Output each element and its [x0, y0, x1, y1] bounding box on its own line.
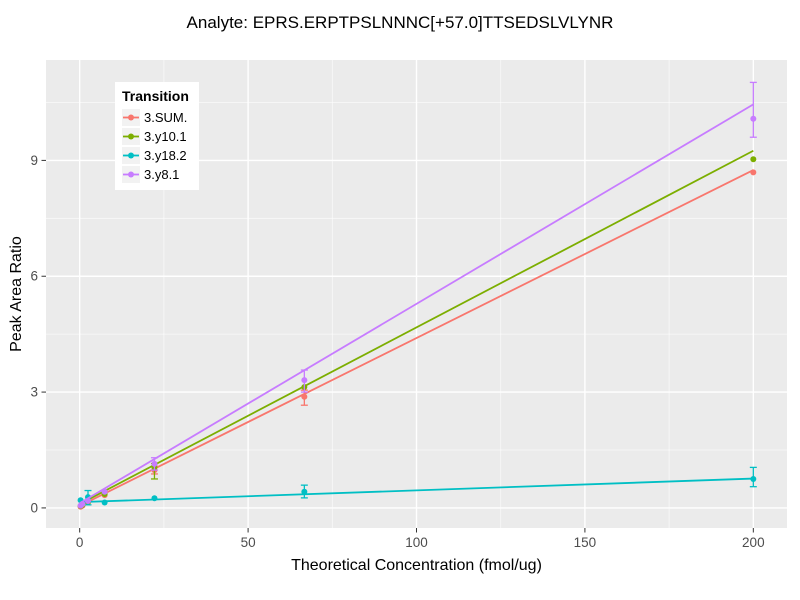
- data-point: [301, 377, 308, 384]
- fit-line: [79, 149, 754, 505]
- y-axis-label: Peak Area Ratio: [8, 236, 25, 352]
- data-point: [750, 169, 757, 176]
- legend-item-3-y8-1: 3.y8.1: [122, 165, 189, 183]
- data-point: [151, 460, 158, 467]
- x-tick-label: 100: [405, 535, 428, 550]
- y-tick-label: 0: [30, 500, 38, 515]
- series-3-y8-1: [77, 81, 757, 509]
- data-point: [151, 495, 158, 502]
- chart-title: Analyte: EPRS.ERPTPSLNNNC[+57.0]TTSEDSLV…: [186, 13, 614, 32]
- fit-line: [79, 103, 754, 505]
- x-axis-label: Theoretical Concentration (fmol/ug): [291, 557, 542, 574]
- data-point: [101, 499, 108, 506]
- x-tick-label: 150: [574, 535, 597, 550]
- legend-key-icon: [122, 127, 140, 145]
- y-tick-label: 3: [30, 385, 38, 400]
- data-point: [750, 115, 757, 122]
- x-tick-label: 50: [241, 535, 256, 550]
- data-point: [79, 501, 86, 508]
- legend-item-3-y10-1: 3.y10.1: [122, 127, 189, 145]
- data-point: [101, 488, 108, 495]
- legend-items: 3.SUM. 3.y10.1 3.y18.2 3.y8.1: [122, 108, 189, 183]
- y-tick-label: 6: [30, 269, 38, 284]
- legend-item-label: 3.y18.2: [144, 147, 187, 163]
- legend-item-label: 3.y8.1: [144, 166, 180, 182]
- legend-item-3-y18-2: 3.y18.2: [122, 146, 189, 164]
- legend-item-3-sum: 3.SUM.: [122, 108, 189, 126]
- data-point: [301, 393, 308, 400]
- legend-key-icon: [122, 108, 140, 126]
- x-tick-label: 0: [76, 535, 84, 550]
- data-point: [301, 488, 308, 495]
- fit-line: [79, 477, 754, 504]
- x-tick-label: 200: [742, 535, 765, 550]
- fit-line: [79, 169, 754, 507]
- legend-key-icon: [122, 165, 140, 183]
- legend-item-label: 3.SUM.: [144, 109, 188, 125]
- data-point: [85, 497, 92, 504]
- legend: Transition 3.SUM. 3.y10.1 3.y18.2 3.y8.1: [115, 82, 199, 190]
- legend-title: Transition: [122, 88, 189, 104]
- legend-key-icon: [122, 146, 140, 164]
- data-point: [750, 475, 757, 482]
- data-point: [750, 156, 757, 163]
- y-tick-label: 9: [30, 153, 38, 168]
- legend-item-label: 3.y10.1: [144, 128, 187, 144]
